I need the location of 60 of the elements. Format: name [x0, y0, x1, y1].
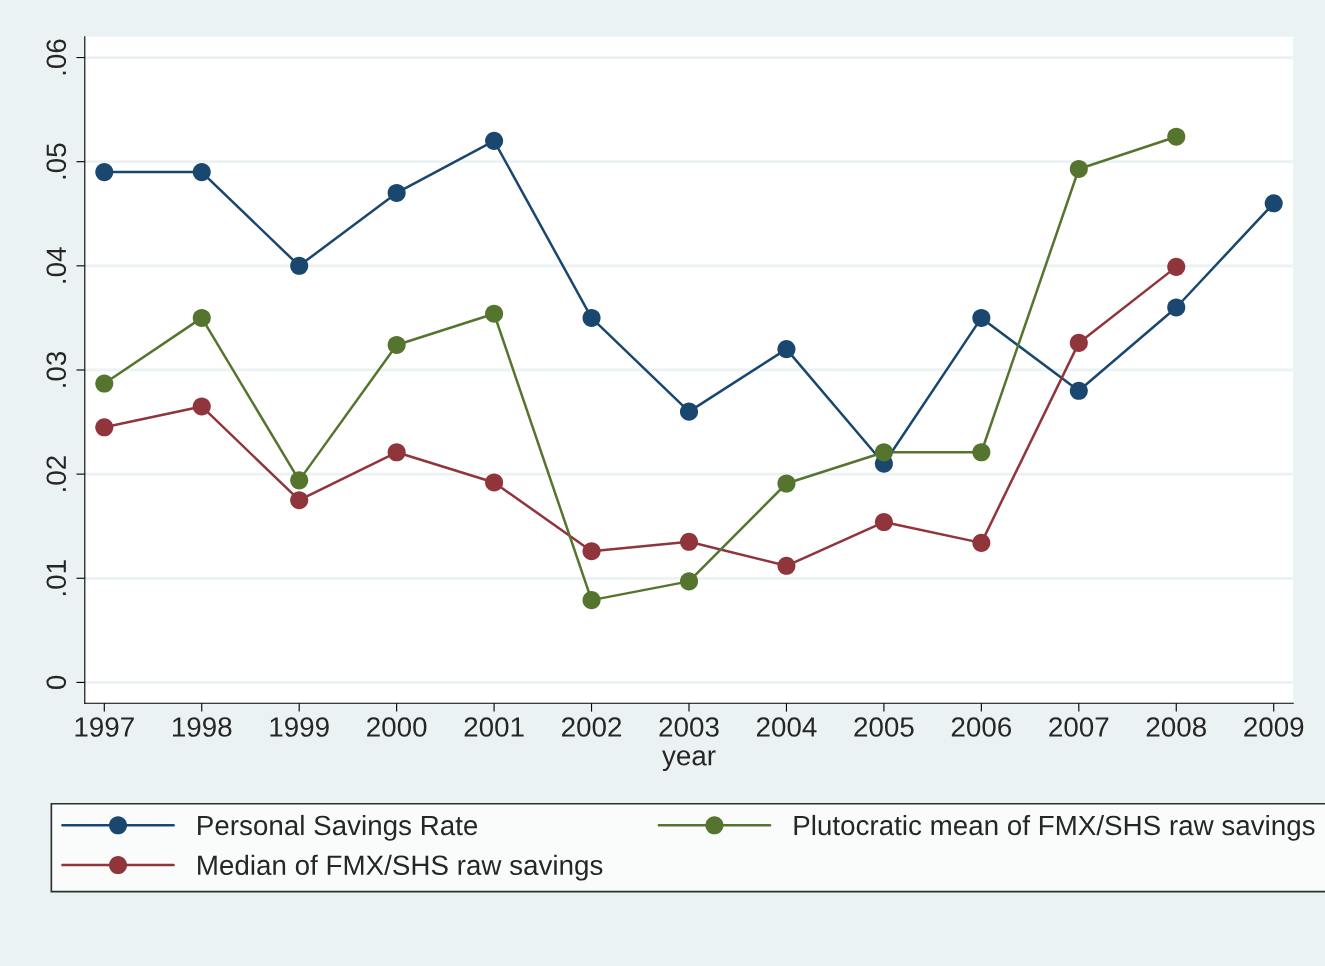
y-tick-label: .02 — [46, 456, 67, 491]
point — [95, 418, 114, 437]
point — [777, 340, 796, 359]
point — [95, 374, 114, 393]
point — [1069, 333, 1088, 352]
point — [972, 308, 991, 327]
point — [95, 163, 114, 182]
y-tick-label: .04 — [46, 247, 67, 283]
point — [485, 131, 504, 150]
point — [679, 572, 699, 591]
point — [192, 163, 211, 182]
point — [1069, 381, 1088, 400]
x-tick-label: 2008 — [1146, 717, 1206, 737]
point — [485, 473, 504, 492]
point — [290, 256, 309, 275]
point — [290, 491, 309, 510]
point — [1167, 298, 1186, 317]
x-tick-label: 1998 — [172, 717, 232, 737]
point — [874, 513, 893, 532]
point — [582, 591, 601, 610]
point — [777, 474, 796, 493]
point — [777, 556, 796, 575]
point — [582, 542, 601, 561]
x-tick-label: 2009 — [1244, 717, 1304, 737]
x-tick-label: 2002 — [562, 717, 622, 737]
legend-label: Plutocratic mean of FMX/SHS raw savings — [794, 814, 1315, 841]
y-tick-label: .05 — [46, 143, 67, 179]
point — [679, 532, 699, 551]
point — [485, 304, 504, 323]
point — [387, 443, 406, 462]
legend-label: Personal Savings Rate — [198, 814, 478, 841]
point — [874, 443, 893, 462]
x-tick-label: 2003 — [659, 717, 719, 737]
point — [972, 443, 991, 462]
point — [290, 471, 309, 490]
point — [1069, 159, 1088, 178]
x-tick-label: 2001 — [464, 717, 524, 737]
x-tick-label: 2006 — [951, 717, 1012, 737]
x-tick-label: 1999 — [270, 717, 329, 737]
point — [1167, 257, 1186, 276]
point — [192, 397, 211, 416]
y-tick-label: 0 — [46, 675, 67, 690]
x-tick-label: 2007 — [1049, 717, 1109, 737]
point — [192, 308, 211, 327]
point — [679, 402, 699, 421]
x-tick-label: 2004 — [756, 717, 817, 737]
point — [1167, 127, 1186, 146]
point — [582, 308, 601, 327]
point — [1264, 194, 1283, 213]
point — [387, 335, 406, 355]
y-tick-label: .01 — [46, 560, 67, 596]
x-tick-label: 1997 — [75, 717, 134, 737]
x-axis-title: year — [662, 750, 716, 772]
y-tick-label: .06 — [46, 39, 67, 75]
legend-label: Median of FMX/SHS raw savings — [198, 854, 603, 881]
point — [972, 533, 991, 552]
x-tick-label: 2000 — [367, 717, 427, 737]
y-tick-label: .03 — [46, 351, 67, 387]
x-tick-label: 2005 — [854, 717, 914, 737]
point — [387, 183, 406, 202]
